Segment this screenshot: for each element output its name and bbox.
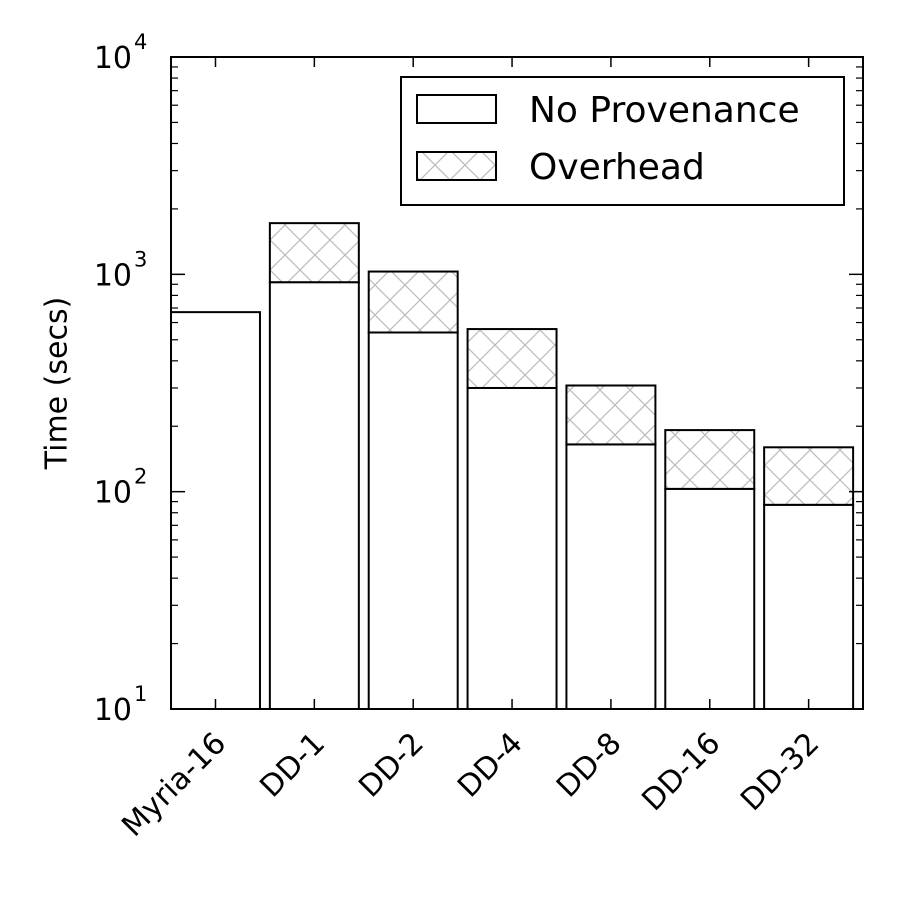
x-tick-label: DD-32 (734, 726, 826, 818)
bar-no-provenance (565, 443, 657, 710)
bars-layer (170, 222, 855, 711)
y-tick-exponent: 3 (134, 247, 147, 271)
x-tick-labels: Myria-16 DD-1 DD-2 DD-4 DD-8 DD-16 DD-32 (115, 726, 826, 844)
bar-no-provenance (367, 331, 459, 710)
bar-overhead (763, 446, 855, 506)
bar-no-provenance (268, 281, 360, 710)
legend-label: Overhead (529, 147, 705, 188)
plot-frame (170, 56, 864, 710)
x-tick-label: DD-1 (253, 726, 332, 805)
y-tick-exponent: 4 (134, 30, 147, 54)
legend: No Provenance Overhead (400, 76, 845, 206)
x-tick-label: DD-4 (451, 726, 530, 805)
x-tick-label: DD-8 (550, 726, 629, 805)
bar-no-provenance (170, 311, 261, 710)
y-tick-label: 10 (94, 693, 132, 728)
legend-label: No Provenance (529, 90, 800, 131)
y-tick-label: 10 (94, 41, 132, 76)
y-tick-exponent: 1 (134, 682, 147, 706)
x-tick-label: DD-2 (352, 726, 431, 805)
bar-no-provenance (664, 487, 756, 710)
y-tick-label: 10 (94, 258, 132, 293)
bar-overhead (367, 270, 459, 334)
bar-overhead (466, 328, 558, 389)
x-tick-label: Myria-16 (115, 726, 233, 844)
bar-overhead (268, 222, 360, 284)
legend-swatch (416, 94, 497, 124)
y-tick-label: 10 (94, 476, 132, 511)
y-tick-exponent: 2 (134, 465, 147, 489)
legend-swatch (416, 151, 497, 181)
x-tick-label: DD-16 (635, 726, 727, 818)
bar-overhead (565, 384, 657, 446)
bar-no-provenance (466, 386, 558, 710)
bar-overhead (664, 429, 756, 490)
bar-no-provenance (763, 503, 855, 711)
y-axis-title: Time (secs) (40, 297, 75, 471)
